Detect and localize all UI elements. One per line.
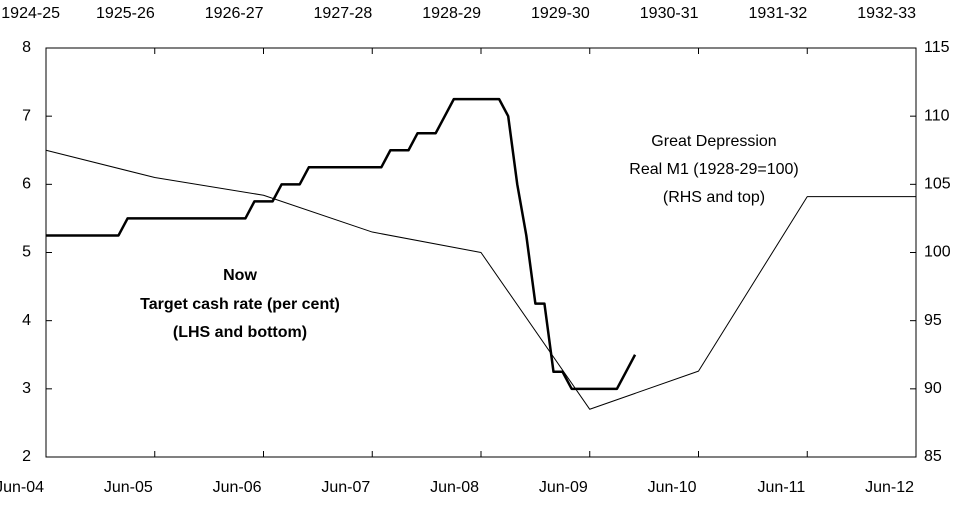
y-tick-label: 7: [22, 107, 31, 124]
y2-tick-label: 95: [924, 312, 942, 329]
y-tick-label: 4: [22, 312, 31, 329]
y2-tick-label: 90: [924, 380, 942, 397]
x-tick-label: Jun-08: [430, 479, 479, 496]
y2-tick-label: 110: [924, 107, 950, 124]
m1-line: [45, 149, 916, 410]
y-tick-label: 5: [22, 244, 31, 261]
x2-tick-label: 1930-31: [640, 5, 699, 22]
x2-tick-label: 1929-30: [531, 5, 590, 22]
x2-tick-label: 1928-29: [422, 5, 481, 22]
x-tick-label: Jun-11: [758, 479, 806, 496]
depression-label: Great Depression: [651, 133, 776, 150]
x2-tick-label: 1927-28: [314, 5, 373, 22]
x-tick-label: Jun-09: [539, 479, 588, 496]
cash-rate-note: (LHS and bottom): [173, 324, 307, 341]
x2-tick-label: 1932-33: [857, 5, 916, 22]
x2-tick-label: 1931-32: [749, 5, 808, 22]
x-tick-label: Jun-12: [865, 479, 914, 496]
x2-tick-label: 1924-25: [1, 5, 60, 22]
m1-label: Real M1 (1928-29=100): [629, 161, 798, 178]
now-label: Now: [223, 267, 257, 284]
y2-tick-label: 115: [924, 39, 950, 56]
x-tick-label: Jun-05: [104, 479, 153, 496]
y-tick-label: 2: [22, 448, 31, 465]
cash-rate-line: [46, 97, 637, 391]
cash-rate-label: Target cash rate (per cent): [140, 296, 340, 313]
y-tick-label: 3: [22, 380, 31, 397]
x-tick-label: Jun-07: [321, 479, 370, 496]
m1-note: (RHS and top): [663, 189, 765, 206]
x-tick-label: Jun-10: [648, 479, 697, 496]
y-tick-label: 6: [22, 176, 31, 193]
x2-tick-label: 1926-27: [205, 5, 264, 22]
y2-tick-label: 85: [924, 448, 942, 465]
y2-tick-label: 105: [924, 176, 951, 193]
x-tick-label: Jun-06: [213, 479, 262, 496]
x2-tick-label: 1925-26: [96, 5, 155, 22]
y-tick-label: 8: [22, 39, 31, 56]
y2-tick-label: 100: [924, 244, 951, 261]
x-tick-label: Jun-04: [0, 479, 44, 496]
